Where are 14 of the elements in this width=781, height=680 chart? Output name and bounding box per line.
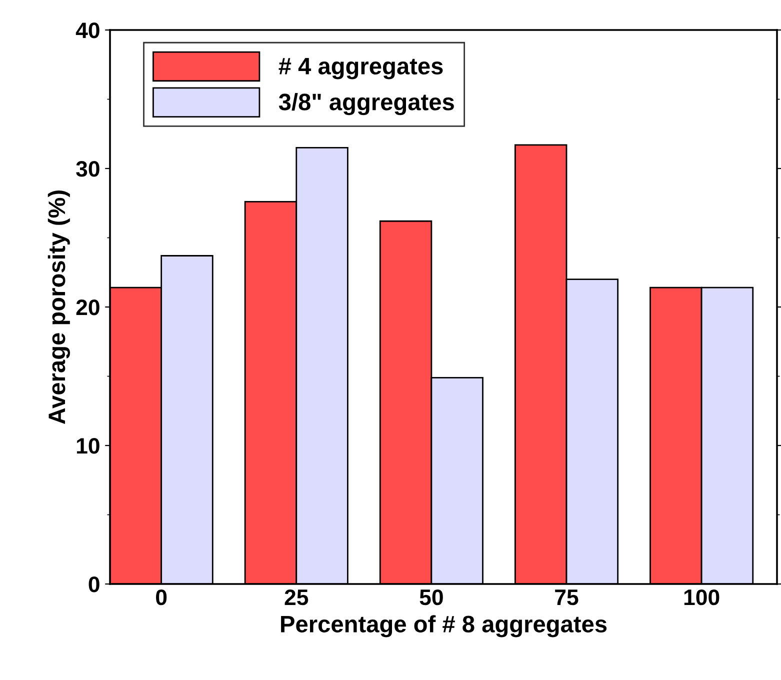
y-tick-label: 20 — [76, 300, 100, 316]
x-axis-title: Percentage of # 8 aggregates — [281, 615, 607, 638]
y-tick-label: 10 — [76, 438, 100, 454]
y-axis-title: Average porosity (%) — [48, 190, 70, 424]
y-tick-label: 30 — [76, 161, 100, 177]
x-tick-label: 25 — [284, 589, 308, 606]
x-tick-label: 50 — [420, 589, 443, 606]
x-tick-label: 0 — [156, 589, 167, 606]
y-tick-label: 0 — [88, 576, 100, 592]
legend-label: 3/8" aggregates — [278, 93, 454, 116]
x-tick-label: 100 — [684, 589, 720, 606]
x-tick-label: 75 — [555, 590, 578, 606]
legend-label: # 4 aggregates — [278, 58, 443, 80]
y-tick-label: 40 — [76, 22, 100, 38]
